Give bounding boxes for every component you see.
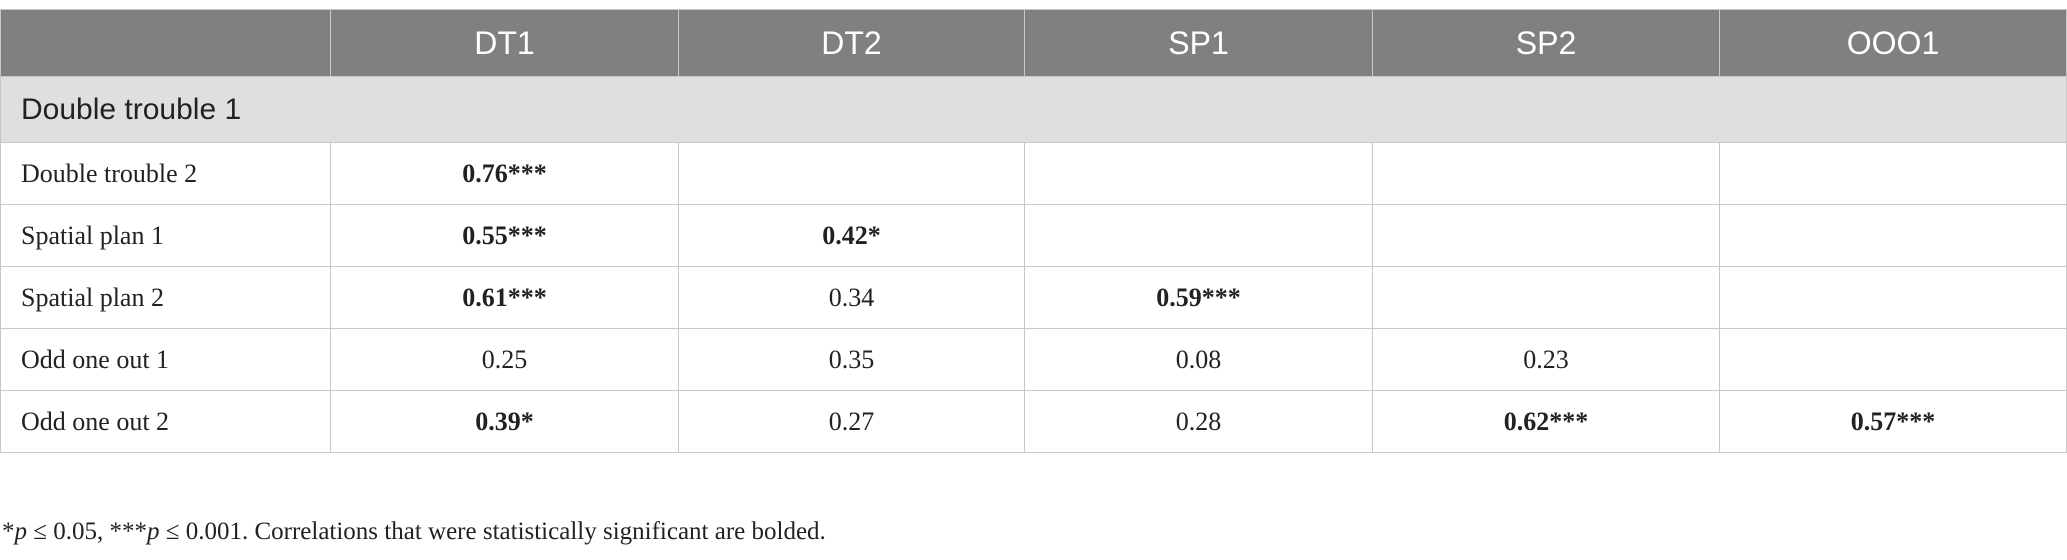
empty-cell [678, 142, 1025, 205]
value-cell: 0.34 [678, 266, 1025, 329]
empty-cell [1372, 204, 1720, 267]
empty-cell [1024, 204, 1373, 267]
section-row: Double trouble 1 [0, 76, 2067, 143]
empty-cell [1372, 142, 1720, 205]
value-cell: 0.25 [330, 328, 679, 391]
section-label: Double trouble 1 [0, 76, 2067, 143]
value-cell: 0.35 [678, 328, 1025, 391]
value-cell: 0.28 [1024, 390, 1373, 453]
empty-cell [1719, 204, 2067, 267]
value-cell: 0.55*** [330, 204, 679, 267]
value-cell: 0.27 [678, 390, 1025, 453]
footnote-text: p [146, 518, 160, 545]
value-cell: 0.62*** [1372, 390, 1720, 453]
column-header: OOO1 [1719, 9, 2067, 77]
footnote-text: p [14, 518, 28, 545]
data-row: Odd one out 2 0.39* 0.27 0.28 0.62*** 0.57*** [0, 390, 2067, 453]
row-label: Odd one out 2 [0, 390, 331, 453]
data-row: Spatial plan 1 0.55*** 0.42* [0, 204, 2067, 267]
footnote-text: ≤ 0.001. Correlations that were statisti… [159, 518, 826, 545]
row-label: Odd one out 1 [0, 328, 331, 391]
column-header: SP2 [1372, 9, 1720, 77]
footnote-text: ≤ 0.05, *** [27, 518, 147, 545]
data-row: Odd one out 1 0.25 0.35 0.08 0.23 [0, 328, 2067, 391]
value-cell: 0.23 [1372, 328, 1720, 391]
footnote-text: * [2, 518, 15, 545]
empty-cell [1024, 142, 1373, 205]
row-label: Double trouble 2 [0, 142, 331, 205]
empty-cell [1719, 266, 2067, 329]
empty-cell [1719, 142, 2067, 205]
value-cell: 0.76*** [330, 142, 679, 205]
column-header: SP1 [1024, 9, 1373, 77]
data-row: Spatial plan 2 0.61*** 0.34 0.59*** [0, 266, 2067, 329]
header-cell [0, 9, 331, 77]
value-cell: 0.08 [1024, 328, 1373, 391]
column-header: DT2 [678, 9, 1025, 77]
value-cell: 0.61*** [330, 266, 679, 329]
value-cell: 0.39* [330, 390, 679, 453]
empty-cell [1372, 266, 1720, 329]
header-row: DT1 DT2 SP1 SP2 OOO1 [0, 9, 2067, 77]
row-label: Spatial plan 2 [0, 266, 331, 329]
footnote: *p ≤ 0.05, ***p ≤ 0.001. Correlations th… [2, 518, 826, 546]
empty-cell [1719, 328, 2067, 391]
row-label: Spatial plan 1 [0, 204, 331, 267]
value-cell: 0.57*** [1719, 390, 2067, 453]
data-row: Double trouble 2 0.76*** [0, 142, 2067, 205]
correlation-table: DT1 DT2 SP1 SP2 OOO1 Double trouble 1 Double t… [0, 9, 2067, 453]
value-cell: 0.42* [678, 204, 1025, 267]
column-header: DT1 [330, 9, 679, 77]
value-cell: 0.59*** [1024, 266, 1373, 329]
